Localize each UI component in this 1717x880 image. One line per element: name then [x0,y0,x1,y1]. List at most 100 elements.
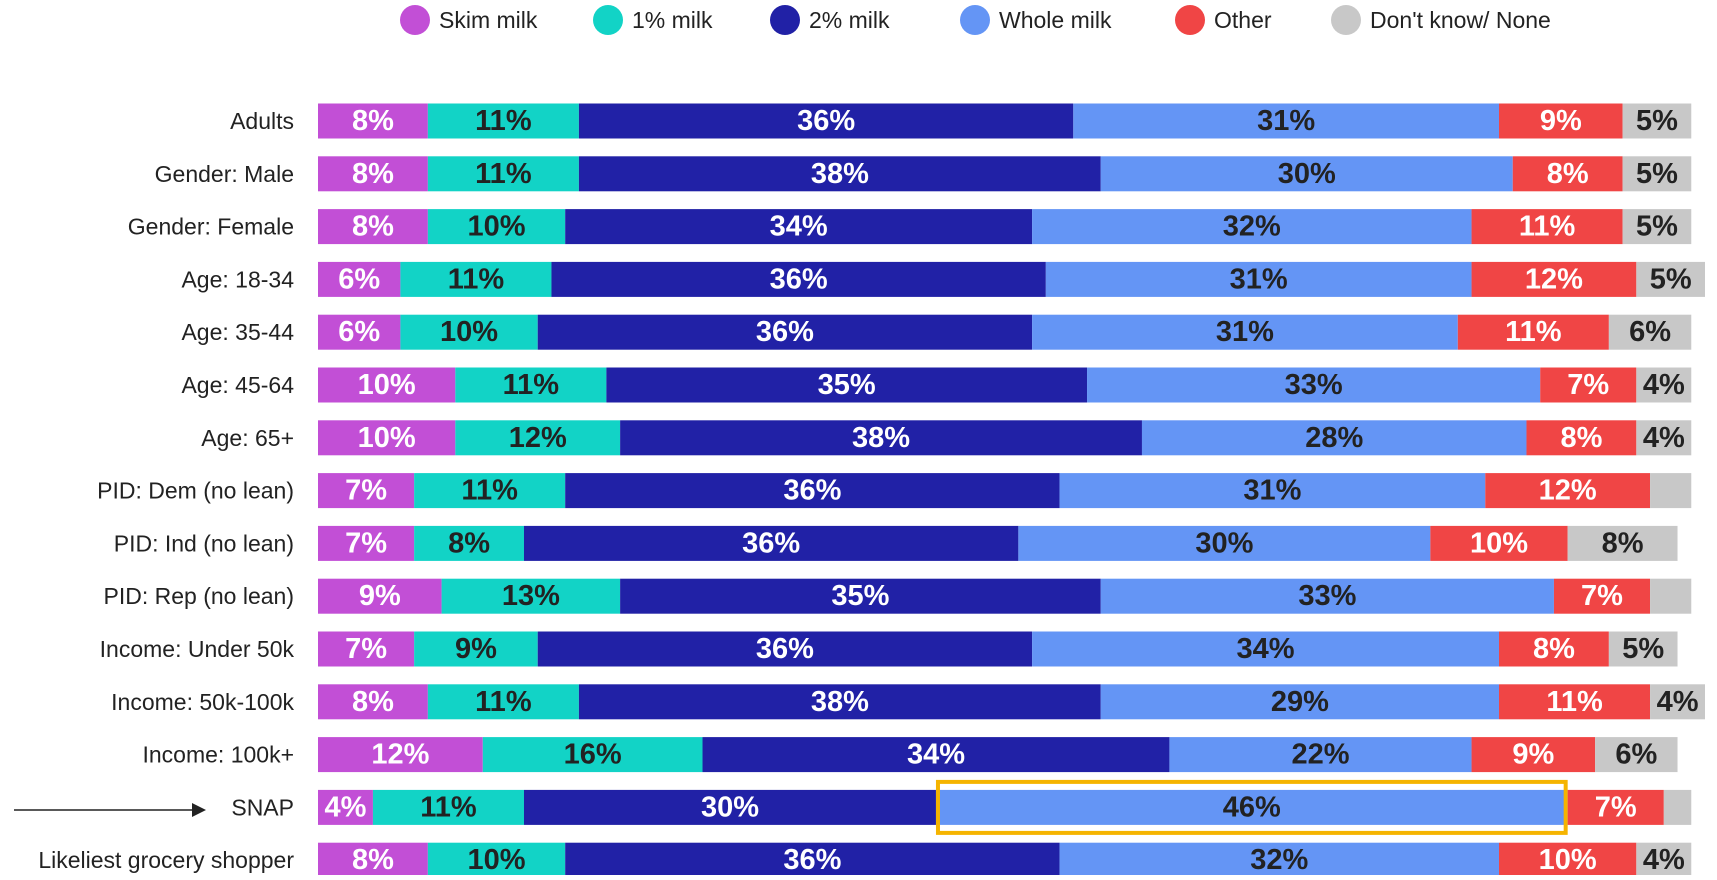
value-label: 12% [1539,475,1597,507]
value-label: 4% [1643,369,1685,401]
value-label: 22% [1291,739,1349,771]
bar-segment [1169,737,1472,773]
value-label: 10% [440,316,498,348]
bar-segment [318,156,428,192]
bar-segment [1650,578,1692,614]
value-label: 7% [1595,791,1637,823]
value-label: 10% [1539,844,1597,875]
bar-segment [578,103,1074,139]
value-label: 46% [1223,791,1281,823]
bar-segment [1512,156,1623,192]
bar-segment [1018,525,1431,561]
value-label: 13% [502,580,560,612]
bar-segment [1032,631,1500,667]
value-label: 9% [359,580,401,612]
value-label: 9% [1540,105,1582,137]
legend-label: Skim milk [439,7,538,33]
legend-swatch [1175,5,1205,35]
category-label: Age: 45-64 [181,372,294,398]
category-label: Adults [230,108,294,134]
bar-segment [1457,314,1609,350]
value-label: 8% [352,105,394,137]
bar-segment [427,209,566,245]
value-label: 8% [1533,633,1575,665]
value-label: 31% [1243,475,1301,507]
value-label: 32% [1250,844,1308,875]
bar-segment [1100,684,1500,720]
value-label: 30% [701,791,759,823]
bar-segment [551,261,1046,297]
bar-segment [565,473,1060,509]
value-label: 4% [1643,844,1685,875]
bar-segment [935,789,1568,825]
value-label: 11% [475,158,532,190]
value-label: 8% [352,686,394,718]
bar-segment [1032,314,1458,350]
bar-segment [1059,473,1486,509]
value-label: 30% [1278,158,1336,190]
value-label: 8% [1547,158,1589,190]
bar-segment [1073,103,1500,139]
bar-segment [1622,209,1692,245]
value-label: 6% [338,316,380,348]
bar-segment [427,842,566,878]
value-label: 8% [352,211,394,243]
bar-segment [1499,684,1651,720]
category-label: Gender: Female [128,214,294,240]
bar-segment [1032,209,1472,245]
value-label: 5% [1636,158,1678,190]
value-label: 8% [352,158,394,190]
bar-segment [318,842,428,878]
value-label: 6% [1615,739,1657,771]
bar-segment [1636,842,1692,878]
bar-segment [1650,684,1705,720]
value-label: 8% [352,844,394,875]
value-label: 33% [1298,580,1356,612]
bar-segment [1622,156,1692,192]
value-label: 28% [1305,422,1363,454]
legend-label: Whole milk [999,7,1112,33]
value-label: 7% [1581,580,1623,612]
bar-segment [537,314,1033,350]
value-label: 11% [475,105,532,137]
bar-segment [1100,156,1513,192]
value-label: 36% [742,527,800,559]
value-label: 4% [1643,422,1685,454]
bar-segment [523,525,1019,561]
bar-segment [318,103,428,139]
bar-segment [400,261,552,297]
bar-segment [318,367,456,403]
value-label: 11% [448,263,505,295]
value-label: 12% [1525,263,1583,295]
bar-segment [565,209,1033,245]
bar-segment [414,631,538,667]
value-label: 11% [461,475,518,507]
bar-segment [455,367,607,403]
bar-segment [414,525,524,561]
legend-swatch [1331,5,1361,35]
legend-label: Other [1214,7,1272,33]
value-label: 31% [1216,316,1274,348]
bar-segment [318,737,483,773]
legend-swatch [593,5,623,35]
bar-segment [441,578,621,614]
category-label: Income: 100k+ [142,742,294,768]
bar-segment [606,367,1088,403]
legend-swatch [770,5,800,35]
bar-segment [400,314,538,350]
value-label: 36% [756,316,814,348]
bar-segment [318,420,456,456]
bar-segment [318,473,415,509]
bar-segment [427,103,579,139]
value-label: 11% [1546,686,1603,718]
bar-segment [318,578,442,614]
highlight-box [935,779,1568,835]
category-label: PID: Rep (no lean) [104,583,294,609]
bar-segment [318,684,428,720]
value-label: 7% [345,527,387,559]
value-label: 7% [345,633,387,665]
value-label: 8% [448,527,490,559]
value-label: 5% [1622,633,1664,665]
category-label: Income: 50k-100k [111,689,294,715]
legend-label: 1% milk [632,7,713,33]
